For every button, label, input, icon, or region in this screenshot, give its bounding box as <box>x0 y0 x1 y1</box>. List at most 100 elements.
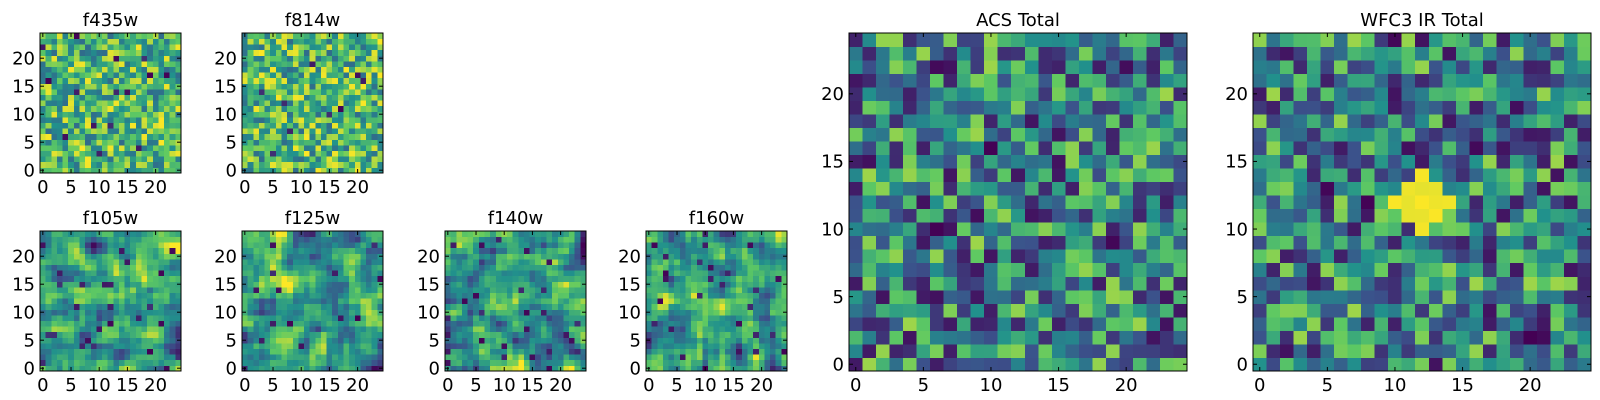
heatmap-cell <box>535 343 542 349</box>
heatmap-cell <box>957 33 972 47</box>
heatmap-cell <box>679 292 686 299</box>
heatmap-cell <box>366 89 373 95</box>
heatmap-cell <box>51 281 58 288</box>
heatmap-cell <box>1347 181 1362 196</box>
heatmap-cell <box>651 309 658 316</box>
heatmap-cell <box>691 337 698 344</box>
heatmap-cell <box>85 275 92 282</box>
heatmap-cell <box>79 309 86 316</box>
heatmap-cell <box>574 348 581 355</box>
heatmap-cell <box>984 60 999 74</box>
heatmap-cell <box>1293 235 1308 250</box>
heatmap-cell <box>668 320 675 327</box>
heatmap-cell <box>1024 141 1039 156</box>
heatmap-cell <box>247 33 254 39</box>
heatmap-cell <box>552 298 559 305</box>
heatmap-cell <box>495 292 502 299</box>
heatmap-cell <box>102 44 109 51</box>
heatmap-cell <box>730 247 737 254</box>
heatmap-cell <box>169 231 176 237</box>
heatmap-cell <box>495 315 502 321</box>
heatmap-cell <box>298 161 305 168</box>
heatmap-cell <box>130 139 137 146</box>
heatmap-cell <box>85 33 92 39</box>
heatmap-cell <box>674 315 681 321</box>
heatmap-cell <box>287 231 294 237</box>
heatmap-cell <box>651 242 658 249</box>
heatmap-cell <box>85 105 92 112</box>
heatmap-cell <box>56 55 63 62</box>
heatmap-cell <box>175 292 182 299</box>
heatmap-cell <box>354 145 361 151</box>
heatmap-cell <box>889 60 904 74</box>
heatmap-cell <box>90 33 97 39</box>
heatmap-cell <box>1065 195 1080 210</box>
heatmap-cell <box>315 105 322 112</box>
heatmap-cell <box>366 326 373 333</box>
heatmap-cell <box>118 275 125 282</box>
heatmap-cell <box>298 72 305 79</box>
heatmap-cell <box>478 236 485 243</box>
heatmap-cell <box>354 270 361 277</box>
heatmap-cell <box>741 309 748 316</box>
y-tick-label: 20 <box>618 247 641 268</box>
heatmap-cell <box>258 320 265 327</box>
heatmap-cell <box>662 331 669 338</box>
heatmap-cell <box>315 61 322 67</box>
heatmap-cell <box>1415 303 1430 318</box>
heatmap-cell <box>51 156 58 163</box>
heatmap-cell <box>135 145 142 151</box>
heatmap-cell <box>1374 303 1389 318</box>
heatmap-cell <box>264 117 271 123</box>
heatmap-cell <box>696 354 703 361</box>
heatmap-cell <box>281 55 288 62</box>
heatmap-cell <box>1401 249 1416 264</box>
heatmap-cell <box>264 100 271 107</box>
heatmap-cell <box>1428 330 1443 345</box>
heatmap-cell <box>68 117 75 123</box>
heatmap-cell <box>552 236 559 243</box>
heatmap-cell <box>741 287 748 293</box>
heatmap-cell <box>320 83 327 90</box>
heatmap-cell <box>1509 235 1524 250</box>
heatmap-cell <box>501 320 508 327</box>
heatmap-cell <box>696 253 703 260</box>
heatmap-cell <box>332 150 339 157</box>
heatmap-cell <box>107 161 114 168</box>
heatmap-cell <box>326 61 333 67</box>
heatmap-cell <box>371 105 378 112</box>
heatmap-cell <box>764 292 771 299</box>
heatmap-cell <box>135 275 142 282</box>
heatmap-cell <box>377 122 384 129</box>
heatmap-cell <box>849 343 863 358</box>
heatmap-cell <box>270 156 277 163</box>
heatmap-cell <box>298 259 305 265</box>
heatmap-cell <box>96 287 103 293</box>
heatmap-cell <box>546 270 553 277</box>
heatmap-cell <box>147 281 154 288</box>
heatmap-cell <box>668 331 675 338</box>
heatmap-cell <box>1563 208 1578 223</box>
heatmap-cell <box>569 298 576 305</box>
heatmap-cell <box>849 127 863 142</box>
heatmap-cell <box>507 359 514 366</box>
heatmap-cell <box>73 89 80 95</box>
heatmap-cell <box>557 253 564 260</box>
heatmap-cell <box>1347 195 1362 210</box>
heatmap-cell <box>736 247 743 254</box>
y-tick-label: 10 <box>417 303 440 324</box>
heatmap-cell <box>337 275 344 282</box>
heatmap-cell <box>1442 276 1457 291</box>
heatmap-cell <box>270 122 277 129</box>
heatmap-cell <box>130 83 137 90</box>
heatmap-cell <box>1374 168 1389 183</box>
heatmap-cell <box>467 292 474 299</box>
heatmap-cell <box>360 128 367 135</box>
heatmap-cell <box>366 117 373 123</box>
heatmap-cell <box>113 33 120 39</box>
heatmap-cell <box>461 231 468 237</box>
heatmap-cell <box>512 236 519 243</box>
heatmap-cell <box>1024 114 1039 129</box>
heatmap-cell <box>1038 154 1053 169</box>
